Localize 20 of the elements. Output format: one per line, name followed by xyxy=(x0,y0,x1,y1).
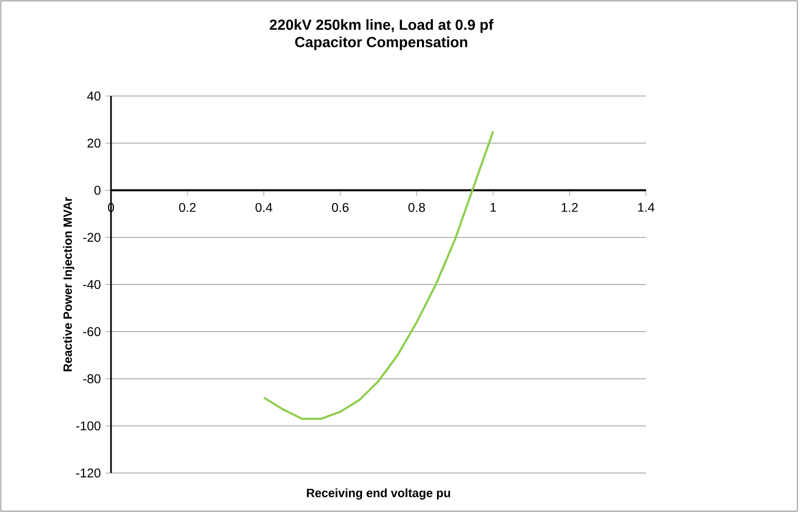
y-tick-label: 40 xyxy=(87,92,100,100)
y-tick-label: 20 xyxy=(87,138,100,148)
x-tick-label: 1 xyxy=(490,202,496,212)
y-axis-title: Reactive Power Injection MVAr xyxy=(63,197,74,372)
chart-subtitle: Capacitor Compensation xyxy=(295,36,468,50)
y-tick-label: 0 xyxy=(94,186,100,195)
y-tick-label: -120 xyxy=(76,468,100,478)
y-tick-label: -100 xyxy=(76,421,100,430)
y-tick-label: -80 xyxy=(83,374,100,384)
x-tick-label: 0.8 xyxy=(408,202,425,212)
x-tick-label: 1.4 xyxy=(638,202,654,212)
x-axis-title: Receiving end voltage pu xyxy=(306,488,450,500)
x-tick-label: 1.2 xyxy=(562,202,578,212)
x-tick-label: 0.6 xyxy=(332,202,349,212)
x-tick-label: 0.2 xyxy=(179,202,196,212)
x-tick-label: 0.4 xyxy=(256,202,272,212)
chart-title: 220kV 250km line, Load at 0.9 pf xyxy=(270,19,494,33)
y-tick-label: -60 xyxy=(83,327,100,336)
y-tick-label: -20 xyxy=(83,232,100,242)
y-tick-label: -40 xyxy=(83,280,100,289)
